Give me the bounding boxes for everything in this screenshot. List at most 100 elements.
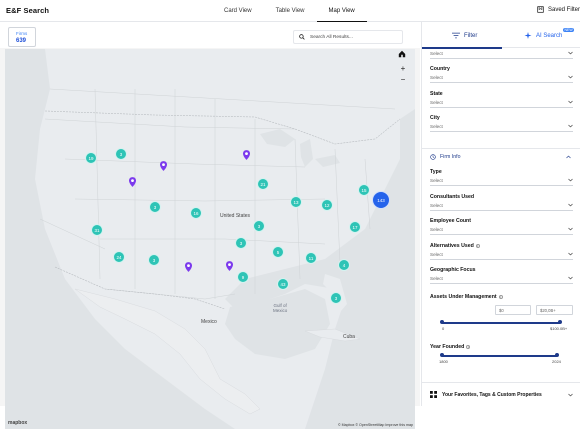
search-input[interactable]: Search All Results... (293, 30, 403, 44)
consultants-label: Consultants Used (430, 194, 475, 200)
select-placeholder: Select (430, 51, 443, 56)
map-pin-icon[interactable] (160, 161, 167, 171)
cluster-marker-large[interactable]: 143 (372, 191, 390, 209)
country-select[interactable]: Select (430, 73, 573, 83)
chevron-down-icon (568, 227, 573, 231)
select-placeholder: Select (430, 75, 443, 80)
mapbox-logo: mapbox (8, 420, 28, 426)
cluster-marker[interactable]: 17 (349, 221, 361, 233)
tab-filter[interactable]: Filter (452, 32, 477, 39)
cluster-marker[interactable]: 24 (113, 251, 125, 263)
chevron-down-icon (568, 252, 573, 256)
chevron-up-icon[interactable] (566, 155, 571, 159)
year-founded-text: Year Founded (430, 344, 465, 350)
year-slider-max-handle[interactable] (555, 353, 559, 357)
filter-icon (452, 32, 460, 39)
map-pin-icon[interactable] (243, 150, 250, 160)
cluster-marker[interactable]: 4 (338, 259, 350, 271)
firm-info-section-header[interactable]: Firm Info (430, 154, 460, 160)
history-icon (430, 154, 436, 160)
tab-ai-search[interactable]: AI Search (524, 32, 562, 39)
select-placeholder: Select (430, 252, 443, 257)
saved-filters-button[interactable]: Saved Filter (537, 6, 580, 13)
aum-slider-min-handle[interactable] (440, 320, 444, 324)
zoom-in-button[interactable]: + (400, 63, 406, 73)
cluster-marker[interactable]: 43 (277, 278, 289, 290)
cluster-marker[interactable]: 13 (290, 196, 302, 208)
tab-card-view[interactable]: Card View (224, 8, 252, 14)
cluster-marker[interactable]: 11 (305, 252, 317, 264)
cluster-marker[interactable]: 3 (235, 237, 247, 249)
year-slider-min-handle[interactable] (440, 353, 444, 357)
map-pin-icon[interactable] (129, 177, 136, 187)
cluster-marker[interactable]: 19 (85, 152, 97, 164)
firms-label: Firms (16, 31, 28, 36)
select-placeholder: Select (430, 100, 443, 105)
geographic-focus-label: Geographic Focus (430, 267, 476, 273)
aum-max-input[interactable]: $20,0B+ (536, 305, 573, 315)
year-founded-label: Year Founded i (430, 344, 471, 350)
consultants-select[interactable]: Select (430, 201, 573, 211)
employee-count-label: Employee Count (430, 218, 471, 224)
cluster-marker[interactable]: 3 (330, 292, 342, 304)
search-icon (299, 34, 305, 40)
country-label: Country (430, 66, 450, 72)
cluster-marker[interactable]: 31 (91, 224, 103, 236)
aum-slider-track[interactable] (442, 322, 560, 324)
city-select[interactable]: Select (430, 122, 573, 132)
country-label-mexico: Mexico (201, 319, 217, 325)
geographic-focus-select[interactable]: Select (430, 274, 573, 284)
bookmark-icon (537, 6, 544, 13)
cluster-marker[interactable]: 21 (257, 178, 269, 190)
info-icon[interactable]: i (498, 294, 503, 299)
aum-min-input[interactable]: $0 (495, 305, 531, 315)
map-pin-icon[interactable] (185, 262, 192, 272)
cluster-marker[interactable]: 3 (148, 254, 160, 266)
map-pin-icon[interactable] (226, 261, 233, 271)
map-attribution[interactable]: © Mapbox © OpenStreetMap Improve this ma… (337, 423, 413, 427)
water-label-gulf: Gulf of Mexico (273, 303, 288, 313)
chevron-down-icon (568, 124, 573, 128)
chevron-down-icon (568, 276, 573, 280)
aum-text: Assets Under Management (430, 294, 497, 300)
employee-count-select[interactable]: Select (430, 225, 573, 235)
app-title: E&F Search (6, 6, 50, 15)
select-dropdown[interactable]: Select (430, 49, 573, 59)
cluster-marker[interactable]: 12 (321, 199, 333, 211)
zoom-out-button[interactable]: − (400, 74, 406, 84)
view-switcher: Card View Table View Map View (212, 0, 367, 22)
alternatives-text: Alternatives Used (430, 243, 474, 249)
cluster-marker[interactable]: 9 (237, 271, 249, 283)
sparkle-icon (524, 32, 532, 39)
year-slider-track[interactable] (442, 355, 557, 357)
info-icon[interactable]: i (475, 243, 480, 248)
state-select[interactable]: Select (430, 98, 573, 108)
aum-slider-max-handle[interactable] (558, 320, 562, 324)
alternatives-label: Alternatives Used i (430, 243, 480, 249)
home-icon[interactable] (398, 50, 408, 60)
info-icon[interactable]: i (466, 344, 471, 349)
cluster-marker[interactable]: 3 (149, 201, 161, 213)
map-panel: Firms 639 Search All Results... (0, 22, 420, 429)
select-placeholder: Select (430, 227, 443, 232)
cluster-marker[interactable]: 3 (115, 148, 127, 160)
section-divider (422, 148, 580, 149)
chevron-down-icon (568, 51, 573, 55)
cluster-marker[interactable]: 15 (358, 184, 370, 196)
tab-map-view[interactable]: Map View (316, 0, 367, 22)
tab-table-view[interactable]: Table View (275, 8, 305, 14)
alternatives-select[interactable]: Select (430, 250, 573, 260)
cluster-marker[interactable]: 16 (190, 207, 202, 219)
cluster-marker[interactable]: 3 (253, 220, 265, 232)
chevron-down-icon (568, 393, 573, 396)
chevron-down-icon (568, 178, 573, 182)
type-select[interactable]: Select (430, 176, 573, 186)
panel-tabs: Filter AI Search NEW (422, 22, 580, 49)
favorites-section[interactable]: Your Favorites, Tags & Custom Properties (422, 382, 580, 406)
chevron-down-icon (568, 203, 573, 207)
map-canvas[interactable]: + − United States Mexico Cuba Gulf of Me… (5, 49, 415, 429)
aum-tick-max: $100.0B+ (550, 326, 568, 331)
select-placeholder: Select (430, 276, 443, 281)
cluster-marker[interactable]: 5 (272, 246, 284, 258)
state-label: State (430, 91, 443, 97)
